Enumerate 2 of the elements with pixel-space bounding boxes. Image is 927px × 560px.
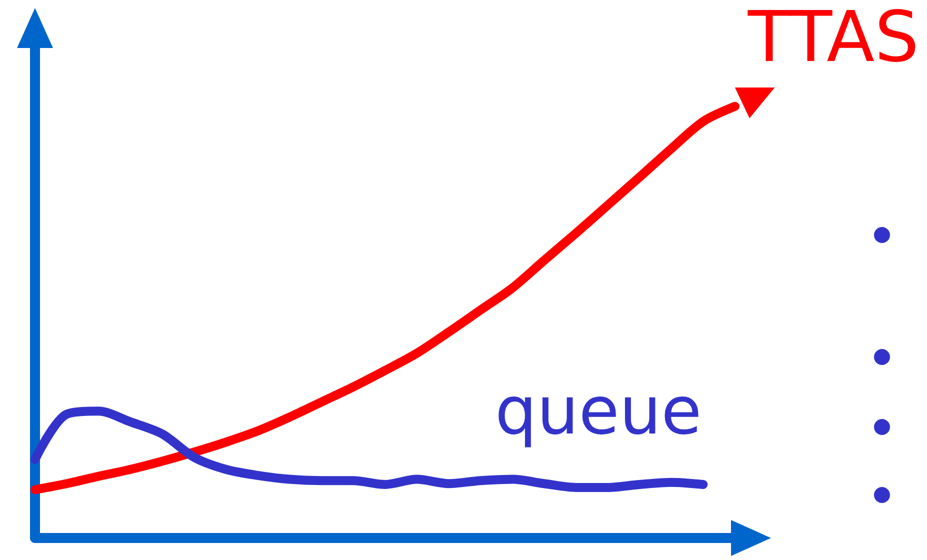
series-label: TTAS (746, 0, 919, 78)
series-label: queue (495, 372, 702, 450)
